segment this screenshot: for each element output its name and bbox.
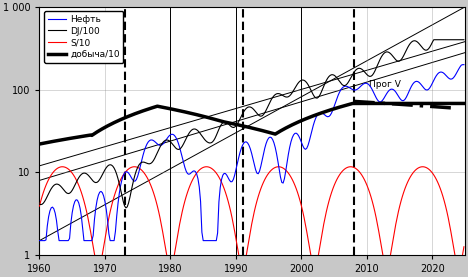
Text: Прог V: Прог V: [369, 80, 401, 89]
Legend: Нефть, DJ/100, S/10, добыча/10: Нефть, DJ/100, S/10, добыча/10: [44, 11, 124, 63]
